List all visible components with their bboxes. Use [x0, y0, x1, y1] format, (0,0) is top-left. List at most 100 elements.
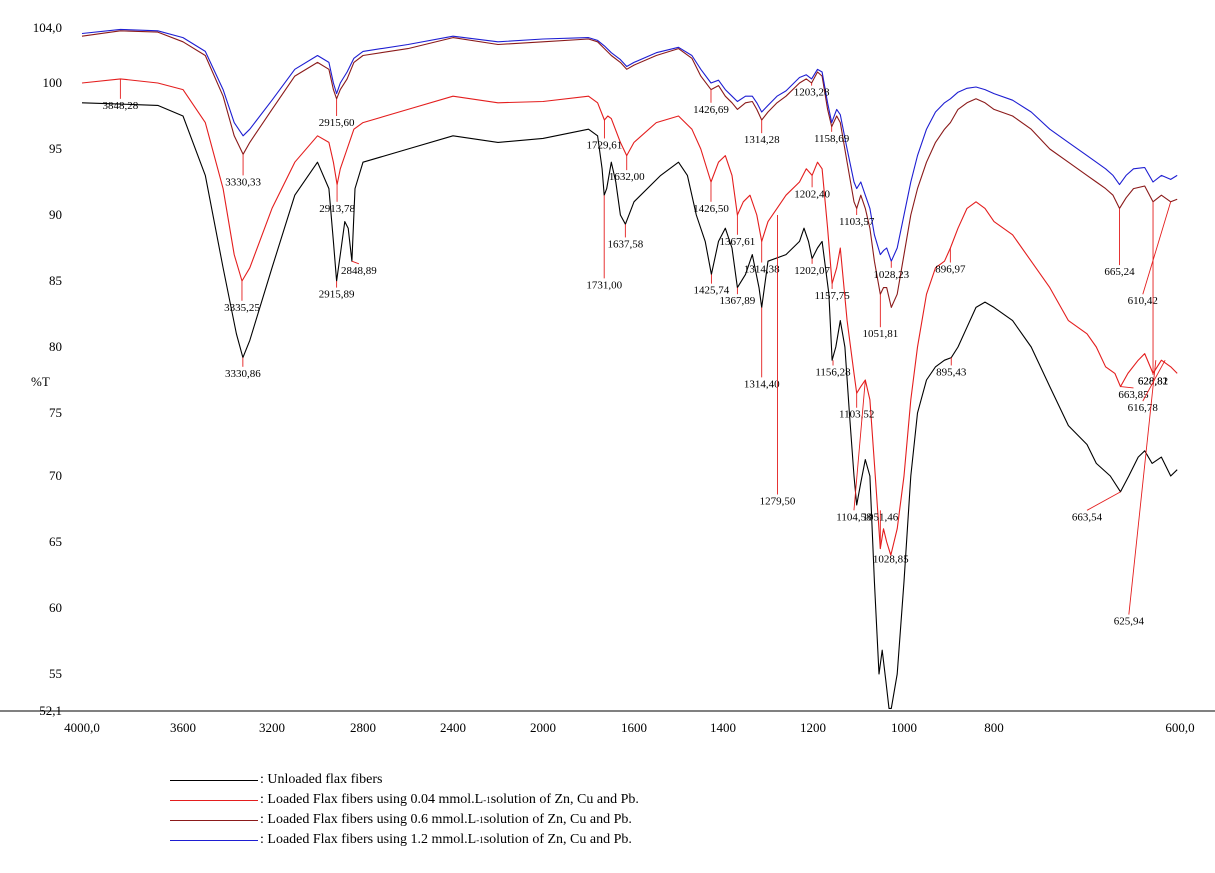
legend-text-0-6: : Loaded Flax fibers using 0.6 mmol.L [260, 812, 477, 827]
peak-label: 1028,85 [873, 554, 909, 566]
peak-marker [1142, 201, 1172, 295]
peak-label: 2915,60 [319, 117, 355, 129]
y-tick-label: 70 [49, 468, 62, 483]
x-tick-label: 2000 [530, 720, 556, 735]
legend-sup-1-2: -1 [476, 835, 484, 845]
peak-label: 1202,07 [794, 265, 830, 277]
peak-label: 3335,25 [224, 302, 260, 314]
peak-label: 1104,58 [836, 511, 872, 523]
y-tick-label: 75 [49, 405, 62, 420]
peak-label: 1203,28 [794, 87, 830, 99]
peak-label: 896,97 [935, 264, 966, 276]
legend: : Unloaded flax fibers : Loaded Flax fib… [170, 770, 639, 850]
y-tick-label: 65 [49, 534, 62, 549]
peak-label: 2848,89 [341, 265, 377, 277]
legend-suffix-1-2: solution of Zn, Cu and Pb. [483, 832, 632, 847]
peak-label: 1314,28 [744, 134, 780, 146]
peak-label: 1367,89 [720, 295, 756, 307]
y-tick-label: 100 [43, 75, 63, 90]
peak-label: 1314,40 [744, 378, 780, 390]
x-tick-label: 2800 [350, 720, 376, 735]
peak-label: 3330,33 [225, 176, 261, 188]
peak-label: 3330,86 [225, 368, 261, 380]
x-tick-label: 2400 [440, 720, 466, 735]
x-tick-label: 1600 [621, 720, 647, 735]
peak-label: 1731,00 [586, 279, 622, 291]
x-tick-label: 3600 [170, 720, 196, 735]
y-axis-label: %T [31, 374, 50, 389]
peak-label: 616,78 [1128, 402, 1159, 414]
peak-label: 1103,57 [839, 216, 875, 228]
series-layer [81, 28, 1178, 709]
peak-label: 1156,28 [815, 366, 851, 378]
peak-label: 2913,78 [319, 203, 355, 215]
peak-label: 1632,00 [609, 171, 645, 183]
annotation-layer: 3848,28 3330,33 2915,60 2913,78 3335,25 2848,… [103, 78, 1172, 628]
legend-item-0-6: : Loaded Flax fibers using 0.6 mmol.L -1 … [170, 810, 639, 830]
peak-label: 895,43 [936, 366, 967, 378]
x-tick-label: 3200 [259, 720, 285, 735]
peak-label: 1426,50 [693, 203, 729, 215]
legend-line-0-04 [170, 799, 258, 801]
peak-label: 3848,28 [103, 100, 139, 112]
peak-marker [1128, 360, 1157, 615]
peak-label: 1729,61 [587, 139, 623, 151]
peak-label: 663,54 [1072, 511, 1103, 523]
peak-marker [1120, 386, 1134, 389]
y-tick-label: 52,1 [39, 703, 62, 718]
y-tick-label: 60 [49, 600, 62, 615]
x-tick-label: 1000 [891, 720, 917, 735]
x-tick-label: 1400 [710, 720, 736, 735]
peak-marker [1086, 491, 1121, 511]
x-tick-label: 800 [984, 720, 1004, 735]
y-tick-label: 95 [49, 141, 62, 156]
peak-label: 1028,23 [873, 269, 909, 281]
peak-label: 2915,89 [319, 289, 355, 301]
peak-label: 1314,38 [744, 264, 780, 276]
y-tick-label: 104,0 [33, 20, 62, 35]
peak-label: 625,94 [1114, 616, 1145, 628]
legend-line-1-2 [170, 839, 258, 841]
x-tick-label: 600,0 [1165, 720, 1194, 735]
legend-line-unloaded [170, 779, 258, 781]
legend-suffix-0-04: solution of Zn, Cu and Pb. [490, 792, 639, 807]
legend-text-0-04: : Loaded Flax fibers using 0.04 mmol.L [260, 792, 484, 807]
peak-label: 1103,52 [839, 409, 874, 421]
legend-item-0-04: : Loaded Flax fibers using 0.04 mmol.L -1… [170, 790, 639, 810]
series-line-2 [81, 30, 1178, 308]
peak-marker [351, 260, 360, 265]
peak-label: 610,42 [1128, 295, 1158, 307]
y-tick-label: 85 [49, 273, 62, 288]
legend-text-1-2: : Loaded Flax fibers using 1.2 mmol.L [260, 832, 477, 847]
peak-label: 1637,58 [607, 238, 643, 250]
peak-label: 1279,50 [760, 495, 796, 507]
peak-label: 1158,69 [814, 133, 850, 145]
peak-label: 1367,61 [720, 236, 756, 248]
series-line-0 [81, 102, 1178, 709]
y-tick-label: 90 [49, 207, 62, 222]
y-tick-label: 80 [49, 339, 62, 354]
legend-sup-0-04: -1 [483, 795, 491, 805]
peak-label: 1202,40 [794, 188, 830, 200]
peak-label: 1426,69 [693, 104, 729, 116]
series-line-3 [81, 28, 1178, 262]
peak-label: 665,24 [1104, 266, 1135, 278]
legend-item-unloaded: : Unloaded flax fibers [170, 770, 639, 790]
y-tick-label: 55 [49, 666, 62, 681]
legend-item-1-2: : Loaded Flax fibers using 1.2 mmol.L -1 … [170, 830, 639, 850]
peak-marker [853, 379, 866, 511]
legend-line-0-6 [170, 819, 258, 821]
legend-text-unloaded: : Unloaded flax fibers [260, 772, 383, 787]
axis-layer: 4000,0 3600 3200 2800 2400 2000 1600 1400 1200 10… [0, 20, 1215, 735]
peak-label: 663,85 [1118, 389, 1149, 401]
legend-sup-0-6: -1 [476, 815, 484, 825]
x-tick-label: 4000,0 [64, 720, 100, 735]
peak-label: 1051,81 [862, 328, 898, 340]
peak-label: 1157,75 [814, 290, 850, 302]
ftir-chart: 3848,28 3330,33 2915,60 2913,78 3335,25 2848,… [0, 20, 1215, 735]
legend-suffix-0-6: solution of Zn, Cu and Pb. [483, 812, 632, 827]
peak-label: 1051,46 [862, 511, 898, 523]
x-tick-label: 1200 [800, 720, 826, 735]
series-line-1 [81, 78, 1178, 556]
peak-label: 1425,74 [694, 285, 730, 297]
